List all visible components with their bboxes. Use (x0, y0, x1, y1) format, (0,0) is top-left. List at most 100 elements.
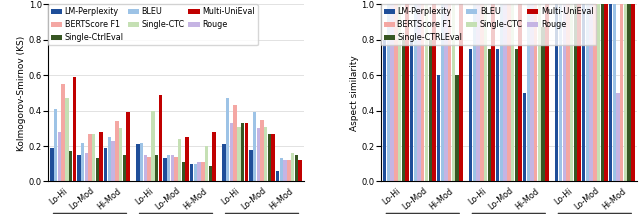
Bar (234, 105, 237, 181)
Bar (612, 4, 616, 181)
Bar (518, 4, 522, 181)
Bar (593, 4, 596, 181)
Bar (284, 160, 287, 181)
Bar (394, 4, 397, 181)
Bar (488, 49, 491, 181)
Bar (222, 144, 226, 181)
Bar (609, 4, 612, 181)
Bar (84, 153, 88, 181)
Bar (456, 75, 459, 181)
Bar (402, 40, 405, 181)
Bar (440, 4, 444, 181)
Bar (276, 171, 280, 181)
Bar (54, 109, 58, 181)
Bar (563, 4, 566, 181)
Bar (541, 28, 545, 181)
Bar (280, 158, 283, 181)
Bar (140, 142, 143, 181)
Bar (573, 4, 577, 181)
Bar (390, 4, 394, 181)
Bar (209, 166, 212, 181)
Bar (96, 158, 99, 181)
Bar (136, 144, 140, 181)
Bar (586, 4, 589, 181)
Bar (159, 95, 162, 181)
Bar (570, 4, 573, 181)
Bar (387, 4, 390, 181)
Y-axis label: Aspect similarity: Aspect similarity (349, 55, 358, 131)
Bar (582, 4, 586, 181)
Bar (126, 112, 130, 181)
Bar (186, 137, 189, 181)
Bar (190, 164, 193, 181)
Bar (81, 142, 84, 181)
Bar (398, 4, 401, 181)
Bar (597, 4, 600, 181)
Bar (171, 155, 174, 181)
Bar (58, 132, 61, 181)
Bar (531, 4, 534, 181)
Bar (500, 4, 503, 181)
Bar (268, 134, 271, 181)
Legend: LM-Perplexity, BERTScore F1, Single-CtrlEval, BLEU, Single-CTC, Multi-UniEval, R: LM-Perplexity, BERTScore F1, Single-Ctrl… (48, 4, 257, 45)
Bar (163, 158, 166, 181)
Bar (205, 146, 208, 181)
Bar (244, 123, 248, 181)
Bar (65, 98, 68, 181)
Bar (410, 40, 413, 181)
Bar (198, 162, 201, 181)
Bar (237, 127, 241, 181)
Bar (523, 93, 526, 181)
Bar (201, 162, 205, 181)
Bar (545, 4, 548, 181)
Bar (241, 123, 244, 181)
Bar (459, 4, 463, 181)
Bar (631, 4, 635, 181)
Bar (480, 4, 484, 181)
Bar (212, 132, 216, 181)
Bar (484, 4, 487, 181)
Bar (174, 157, 178, 181)
Bar (167, 155, 170, 181)
Bar (271, 134, 275, 181)
Bar (69, 151, 72, 181)
Bar (538, 4, 541, 181)
Bar (115, 121, 118, 181)
Bar (515, 49, 518, 181)
Bar (147, 157, 151, 181)
Bar (88, 134, 92, 181)
Bar (226, 98, 229, 181)
Bar (444, 4, 447, 181)
Bar (298, 160, 302, 181)
Bar (616, 93, 620, 181)
Bar (99, 132, 103, 181)
Bar (566, 4, 570, 181)
Legend: LM-Perplexity, BERTScore F1, Single-CTRLEval, BLEU, Single-CTC, Multi-UniEval, R: LM-Perplexity, BERTScore F1, Single-CTRL… (381, 4, 596, 45)
Bar (604, 4, 608, 181)
Bar (182, 162, 185, 181)
Bar (436, 75, 440, 181)
Bar (469, 49, 472, 181)
Bar (294, 155, 298, 181)
Bar (119, 128, 122, 181)
Bar (452, 4, 455, 181)
Bar (492, 4, 495, 181)
Bar (477, 4, 480, 181)
Bar (507, 4, 511, 181)
Bar (448, 4, 451, 181)
Bar (577, 4, 581, 181)
Bar (405, 4, 409, 181)
Bar (504, 4, 507, 181)
Bar (624, 4, 627, 181)
Bar (496, 49, 499, 181)
Bar (264, 127, 268, 181)
Bar (50, 148, 54, 181)
Bar (429, 40, 432, 181)
Bar (600, 4, 604, 181)
Bar (287, 160, 291, 181)
Bar (104, 148, 108, 181)
Bar (627, 4, 631, 181)
Bar (421, 4, 424, 181)
Bar (589, 4, 593, 181)
Bar (144, 155, 147, 181)
